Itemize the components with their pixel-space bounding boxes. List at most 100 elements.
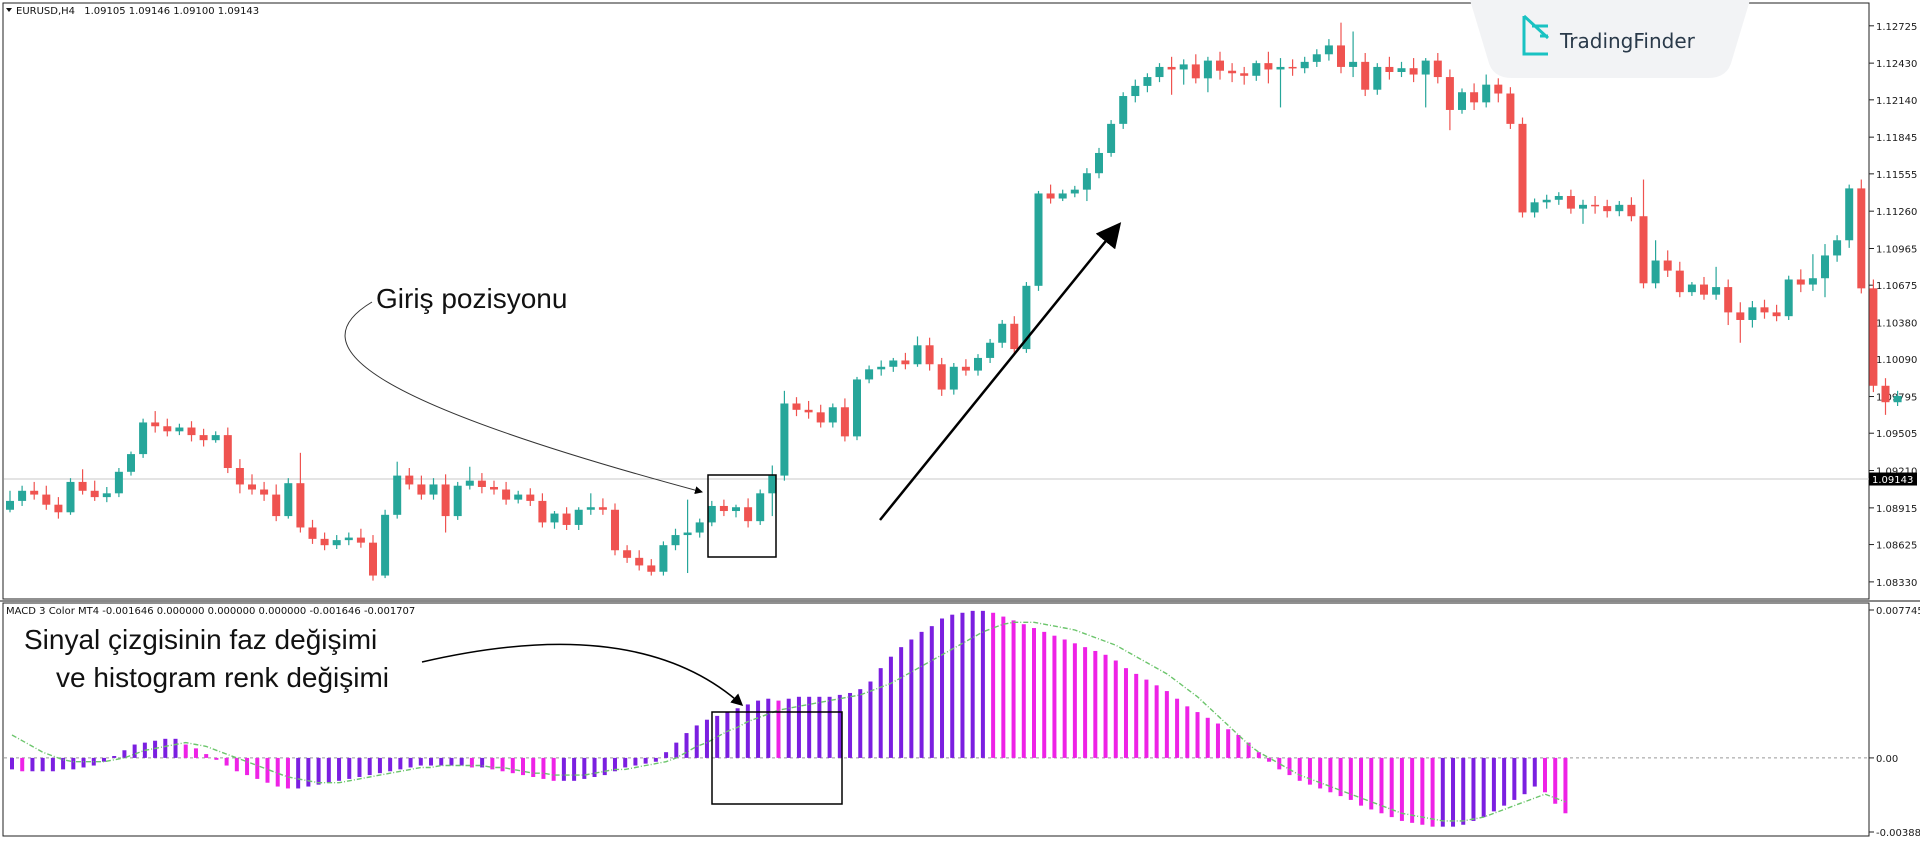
candle bbox=[1034, 190, 1043, 291]
macd-histogram-bar bbox=[224, 757, 229, 766]
price-tick-label: 1.08915 bbox=[1876, 504, 1917, 515]
macd-histogram-bar bbox=[684, 733, 689, 758]
ohlc-values: 1.09105 1.09146 1.09100 1.09143 bbox=[84, 6, 259, 17]
macd-histogram-bar bbox=[418, 757, 423, 766]
macd-histogram-bar bbox=[602, 757, 607, 776]
candle bbox=[1700, 276, 1708, 300]
candle-body bbox=[1324, 45, 1333, 55]
candle-body bbox=[598, 507, 607, 510]
macd-histogram-bar bbox=[786, 698, 791, 758]
candle bbox=[1687, 282, 1696, 296]
candle bbox=[1288, 59, 1297, 76]
candle bbox=[477, 473, 486, 494]
macd-histogram-bar bbox=[521, 757, 525, 776]
candle-body bbox=[284, 483, 293, 517]
brand-watermark: TradingFinder bbox=[1470, 0, 1750, 78]
macd-histogram-bar bbox=[1359, 757, 1364, 806]
macd-histogram-bar bbox=[623, 757, 628, 768]
candle bbox=[550, 511, 559, 529]
candle bbox=[1639, 179, 1648, 289]
macd-histogram-bar bbox=[326, 757, 331, 783]
macd-histogram-bar bbox=[888, 656, 893, 758]
symbol-name: EURUSD,H4 bbox=[16, 6, 75, 17]
candle bbox=[901, 352, 910, 370]
macd-histogram-bar bbox=[980, 610, 985, 758]
candle-body bbox=[405, 475, 414, 485]
macd-histogram-bar bbox=[940, 618, 945, 758]
candle bbox=[1070, 185, 1079, 198]
current-price-label: 1.09143 bbox=[1872, 475, 1913, 486]
macd-histogram-bar bbox=[1379, 757, 1384, 814]
candle bbox=[949, 362, 958, 395]
candle-body bbox=[756, 493, 765, 522]
candle bbox=[187, 421, 196, 442]
macd-histogram-bar bbox=[296, 757, 301, 789]
candle bbox=[635, 550, 644, 571]
macd-histogram-bar bbox=[1042, 631, 1047, 758]
candle-body bbox=[248, 484, 256, 490]
price-tick-label: 1.11260 bbox=[1876, 207, 1917, 218]
candle-body bbox=[296, 483, 305, 528]
macd-histogram-bar bbox=[50, 757, 55, 772]
candle-body bbox=[18, 490, 27, 501]
candle-body bbox=[1337, 45, 1345, 67]
candle bbox=[732, 504, 740, 518]
macd-annotation-line1: Sinyal çizgisinin faz değişimi bbox=[24, 624, 377, 655]
macd-histogram-bar bbox=[929, 626, 934, 758]
current-price-box bbox=[1869, 472, 1917, 486]
macd-histogram-bar bbox=[664, 752, 669, 758]
candle-body bbox=[1712, 287, 1721, 295]
price-tick-label: 1.12140 bbox=[1876, 96, 1917, 107]
candle bbox=[453, 481, 462, 520]
candle-body bbox=[490, 486, 498, 490]
macd-histogram-bar bbox=[633, 757, 638, 766]
macd-histogram bbox=[10, 610, 1568, 827]
candle bbox=[1494, 78, 1503, 103]
macd-histogram-bar bbox=[459, 757, 464, 766]
macd-histogram-bar bbox=[1522, 757, 1527, 795]
macd-histogram-bar bbox=[653, 757, 658, 762]
candle-body bbox=[90, 490, 99, 498]
candle bbox=[332, 535, 341, 549]
candle-body bbox=[937, 364, 946, 390]
candle bbox=[1095, 147, 1103, 179]
candle-body bbox=[1034, 193, 1043, 286]
macd-signal-line bbox=[11, 621, 1566, 822]
candle bbox=[1458, 88, 1466, 114]
macd-histogram-bar bbox=[1502, 757, 1507, 806]
candle bbox=[1893, 390, 1902, 407]
macd-histogram-bar bbox=[265, 757, 270, 783]
candle bbox=[598, 498, 607, 515]
candle-body bbox=[1228, 70, 1237, 74]
macd-histogram-bar bbox=[561, 757, 566, 781]
candle-body bbox=[986, 342, 995, 358]
price-tick-label: 1.10090 bbox=[1876, 355, 1917, 366]
candle-body bbox=[1070, 189, 1079, 194]
macd-histogram-bar bbox=[858, 689, 863, 758]
candle bbox=[1821, 244, 1829, 298]
candle bbox=[1869, 279, 1878, 393]
candle-body bbox=[6, 500, 14, 510]
candle bbox=[1264, 51, 1273, 84]
macd-histogram-bar bbox=[1410, 757, 1415, 823]
candle bbox=[659, 541, 668, 576]
candle bbox=[1796, 269, 1805, 293]
price-tick-label: 1.10380 bbox=[1876, 319, 1917, 330]
candle-body bbox=[828, 407, 837, 423]
candle-body bbox=[260, 489, 269, 495]
candle-body bbox=[623, 550, 632, 558]
candle bbox=[562, 507, 571, 531]
candle bbox=[1772, 304, 1781, 322]
candle bbox=[1566, 189, 1575, 214]
candle-body bbox=[961, 366, 970, 371]
candle bbox=[961, 359, 970, 376]
candle bbox=[695, 518, 704, 538]
candle-body bbox=[1566, 195, 1575, 209]
macd-histogram-bar bbox=[449, 757, 454, 766]
candle-body bbox=[1784, 279, 1793, 317]
macd-histogram-bar bbox=[1481, 757, 1486, 818]
macd-histogram-bar bbox=[1348, 757, 1353, 800]
candle bbox=[1349, 31, 1358, 78]
macd-histogram-bar bbox=[193, 748, 198, 758]
symbol-dropdown-icon[interactable] bbox=[6, 8, 12, 12]
